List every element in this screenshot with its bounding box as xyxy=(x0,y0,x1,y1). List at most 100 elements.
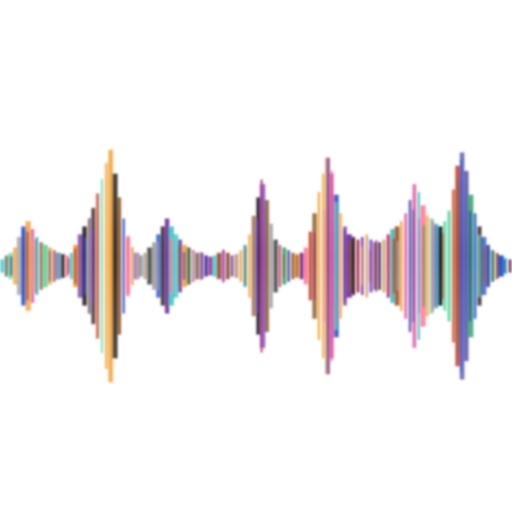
waveform-bar xyxy=(108,149,113,383)
waveform-bar-accent xyxy=(186,247,189,285)
waveform-bar-accent xyxy=(492,250,495,282)
waveform-bar xyxy=(399,221,403,311)
waveform-bar xyxy=(160,226,165,306)
waveform-bar xyxy=(365,234,368,298)
waveform-bar xyxy=(186,247,191,285)
waveform-bar-accent xyxy=(351,239,353,293)
waveform-bar xyxy=(317,192,321,340)
waveform-bar-accent xyxy=(469,210,472,322)
waveform-bar xyxy=(122,218,125,314)
waveform-bar-accent xyxy=(10,256,13,276)
waveform-bar xyxy=(451,189,455,343)
waveform-bar-accent xyxy=(222,249,224,283)
waveform-bar-accent xyxy=(144,252,147,280)
waveform-bar xyxy=(156,234,161,298)
waveform-bar-accent xyxy=(89,217,91,315)
waveform-bar-accent xyxy=(313,232,316,300)
waveform-bar xyxy=(438,226,443,306)
waveform-bar-accent xyxy=(386,234,389,298)
waveform-bar xyxy=(369,239,373,293)
waveform-bar xyxy=(251,215,256,317)
waveform-bar xyxy=(147,247,153,285)
waveform-bar xyxy=(43,244,48,288)
waveform-bar-accent xyxy=(191,252,194,280)
waveform-bar xyxy=(373,242,378,290)
waveform-bar-accent xyxy=(304,253,307,279)
waveform-bar-accent xyxy=(360,246,363,286)
waveform-bar-accent xyxy=(457,178,460,354)
waveform-bar-accent xyxy=(488,248,491,284)
waveform-bar xyxy=(104,163,108,369)
waveform-bar xyxy=(60,254,65,278)
waveform-bar xyxy=(459,152,465,380)
waveform-bar xyxy=(225,252,230,280)
waveform-bar xyxy=(230,255,234,277)
waveform-bar-accent xyxy=(509,259,512,273)
waveform-bar-accent xyxy=(334,202,338,330)
waveform-bar-accent xyxy=(504,258,506,273)
waveform-bar xyxy=(412,184,417,348)
waveform-bar xyxy=(16,236,23,296)
waveform-bar-accent xyxy=(183,252,186,280)
waveform-bar-accent xyxy=(26,231,29,301)
waveform-bar xyxy=(322,173,325,359)
waveform-bar-accent xyxy=(343,229,346,303)
waveform-bar xyxy=(139,255,144,277)
waveform-bar-accent xyxy=(375,240,378,292)
waveform-bar xyxy=(299,252,304,280)
waveform-bar xyxy=(248,234,251,298)
waveform-bar xyxy=(264,200,269,332)
waveform-bar xyxy=(273,239,278,293)
waveform-bar-accent xyxy=(295,254,299,278)
waveform-bar-accent xyxy=(92,229,94,303)
waveform-bar-accent xyxy=(139,257,141,275)
waveform-bar-accent xyxy=(84,237,87,295)
waveform-bar-accent xyxy=(478,235,481,297)
waveform-bar xyxy=(361,236,364,296)
waveform-bar-accent xyxy=(74,248,77,284)
waveform-bar-accent xyxy=(58,252,61,280)
waveform-bar xyxy=(404,213,408,319)
waveform-bar xyxy=(291,252,295,280)
waveform-bar-accent xyxy=(32,239,35,293)
waveform-bar xyxy=(382,239,386,293)
waveform-bar xyxy=(352,236,356,296)
waveform-bar-accent xyxy=(483,247,486,285)
waveform-bar xyxy=(339,213,342,319)
waveform-bar-accent xyxy=(369,249,371,283)
waveform-bar xyxy=(486,244,490,288)
waveform-bar-accent xyxy=(35,239,37,293)
waveform-bar xyxy=(0,259,5,273)
waveform-bar xyxy=(239,250,243,282)
waveform-bar-accent xyxy=(282,254,285,278)
waveform-bar-accent xyxy=(323,209,325,323)
waveform-bar-accent xyxy=(244,246,247,286)
waveform-bar xyxy=(212,255,217,277)
waveform-bar xyxy=(69,252,74,280)
waveform-bar-accent xyxy=(234,255,236,277)
waveform-bar xyxy=(498,255,504,277)
waveform-bar-accent xyxy=(378,247,380,285)
waveform-bar-accent xyxy=(177,245,180,287)
waveform-bar-accent xyxy=(127,235,130,297)
waveform-bar xyxy=(13,247,18,285)
waveform-bar-accent xyxy=(256,219,258,313)
waveform-bar xyxy=(95,193,100,339)
waveform-bar-accent xyxy=(196,252,199,280)
waveform-bar-accent xyxy=(217,254,220,278)
waveform-bar-accent xyxy=(200,251,202,281)
waveform-bar xyxy=(234,254,239,278)
waveform-bar xyxy=(52,250,56,282)
waveform-bar-accent xyxy=(396,241,399,291)
waveform-bar xyxy=(152,242,156,290)
waveform-bar-accent xyxy=(22,228,25,304)
waveform-bar-accent xyxy=(209,257,211,275)
waveform-bar-accent xyxy=(327,157,330,375)
waveform-bar xyxy=(77,234,83,298)
waveform-bar xyxy=(508,259,512,273)
waveform-bar-accent xyxy=(5,256,8,276)
waveform-bar-accent xyxy=(136,253,139,279)
waveform-bar-accent xyxy=(48,250,51,282)
